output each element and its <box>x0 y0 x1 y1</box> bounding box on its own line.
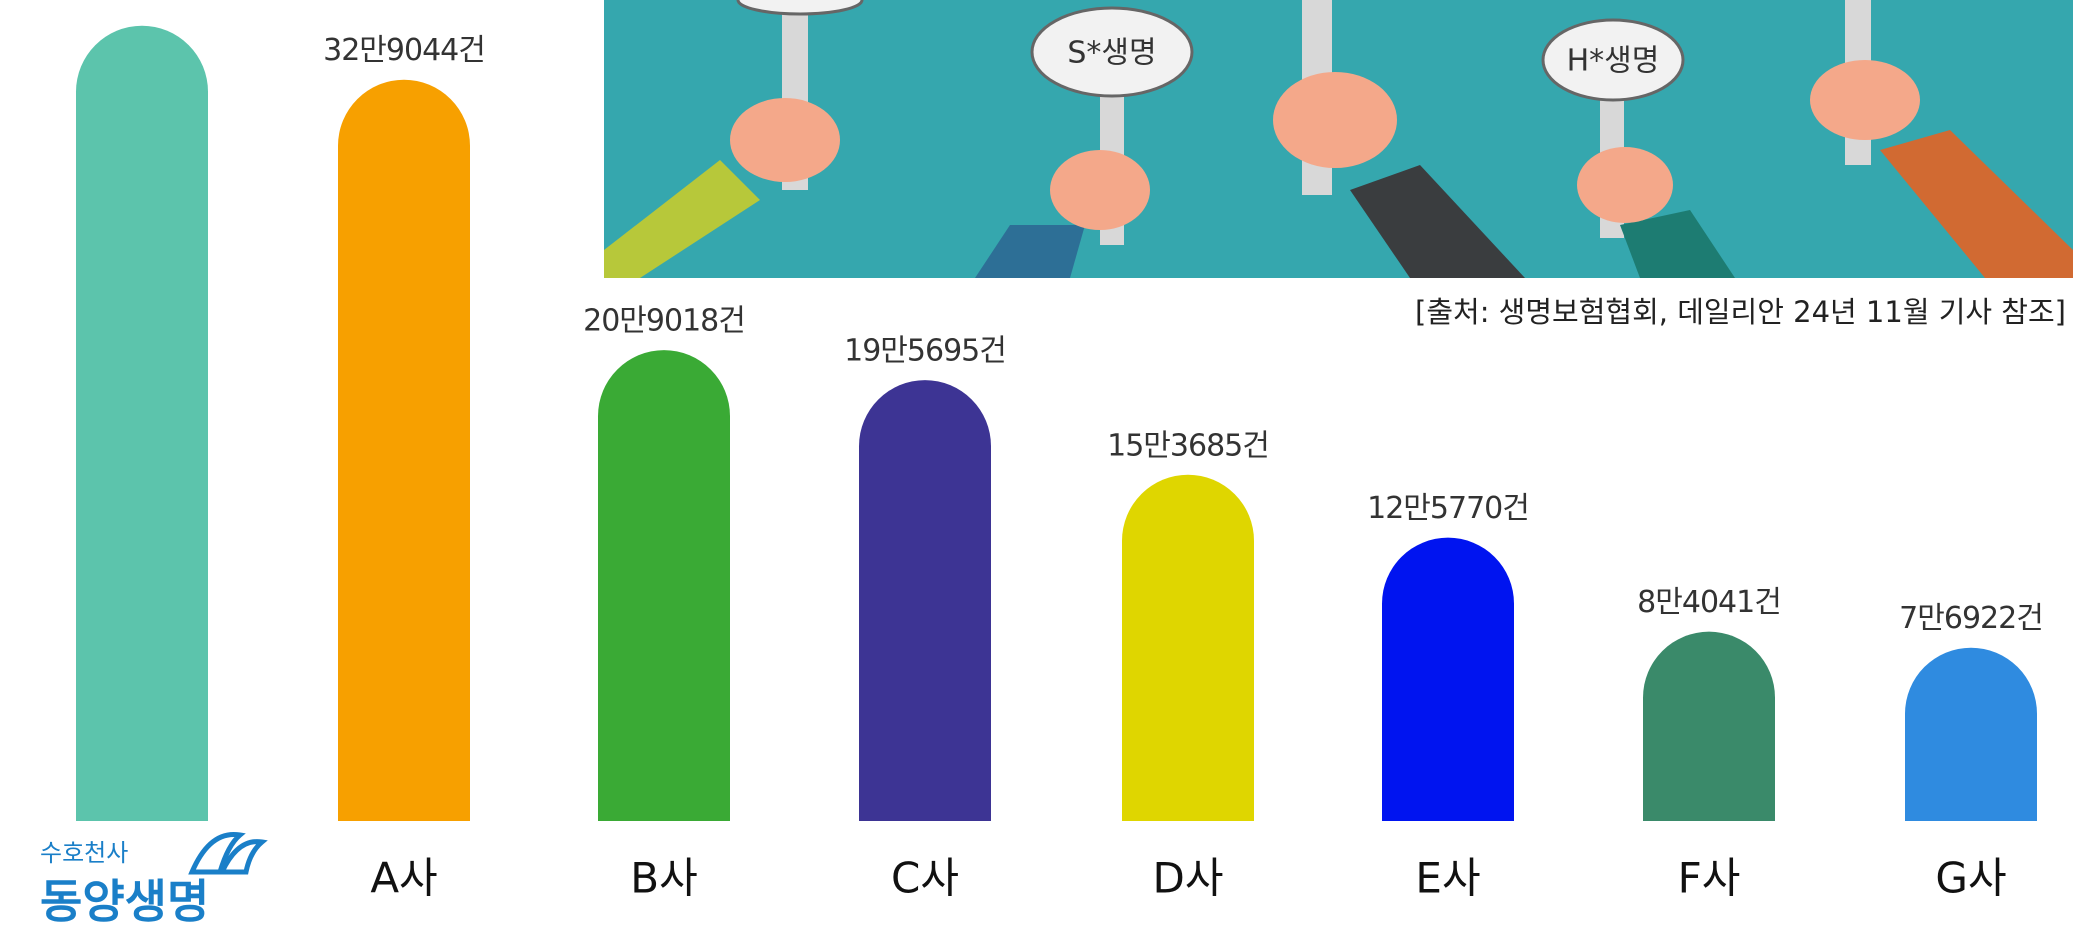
value-label: 15만3685건 <box>1107 428 1269 463</box>
bar <box>1905 647 2037 821</box>
x-tick-label: G사 <box>1935 854 2006 903</box>
bar <box>338 79 470 821</box>
hand <box>1273 72 1397 168</box>
value-label: 12만5770건 <box>1367 491 1529 526</box>
bar <box>598 350 730 821</box>
sleeve <box>604 160 760 278</box>
value-label: 8만4041건 <box>1637 585 1781 620</box>
bar <box>859 380 991 821</box>
bar <box>1122 474 1254 821</box>
bar <box>76 25 208 821</box>
source-note: [출처: 생명보험협회, 데일리안 24년 11월 기사 참조] <box>1415 295 2066 329</box>
sleeve <box>1620 210 1735 278</box>
sign-text: S*생명 <box>1067 36 1156 71</box>
sign <box>736 0 864 16</box>
x-tick-label: F사 <box>1678 854 1741 903</box>
sleeve <box>1350 165 1525 278</box>
hand <box>1050 150 1150 230</box>
hand <box>1577 147 1673 223</box>
value-label: 20만9018건 <box>583 304 745 339</box>
sign <box>1030 6 1194 98</box>
logo-wave <box>188 831 268 875</box>
value-label: 19만5695건 <box>844 334 1006 369</box>
value-label: 7만6922건 <box>1899 601 2043 636</box>
hand <box>730 98 840 182</box>
sign <box>1541 18 1685 102</box>
illustration: S*생명 H*생명 <box>604 0 2073 278</box>
bar <box>1643 631 1775 821</box>
hand <box>1810 60 1920 140</box>
logo-name: 동양생명 <box>40 875 209 929</box>
logo-tagline: 수호천사 <box>40 839 128 867</box>
x-tick-label: E사 <box>1415 854 1480 903</box>
bar <box>1382 537 1514 821</box>
x-tick-label: A사 <box>370 854 437 903</box>
x-tick-label: B사 <box>630 854 697 903</box>
sleeve <box>975 225 1085 278</box>
sleeve <box>1880 130 2073 278</box>
logo: 수호천사 <box>40 831 268 875</box>
sign-text: H*생명 <box>1567 44 1660 79</box>
value-label: 32만9044건 <box>323 33 485 68</box>
x-tick-label: C사 <box>891 854 959 903</box>
x-tick-label: D사 <box>1153 854 1224 903</box>
